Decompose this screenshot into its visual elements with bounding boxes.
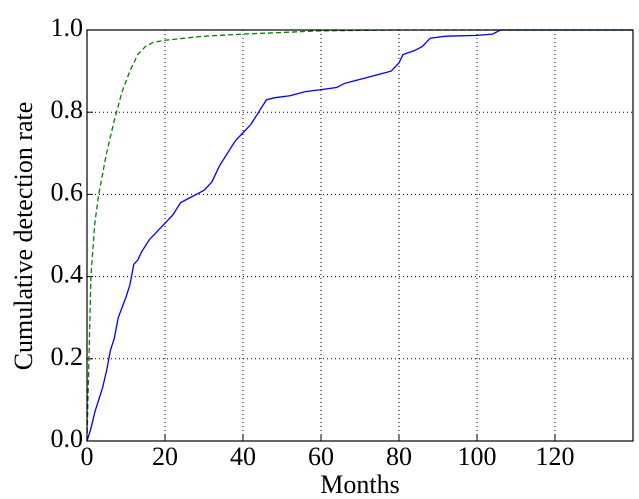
x-tick-label: 120 xyxy=(536,442,575,471)
data-line xyxy=(86,29,633,442)
y-tick-label: 0.6 xyxy=(51,177,84,206)
x-tick-label: 0 xyxy=(81,442,94,471)
x-tick-label: 60 xyxy=(308,442,334,471)
y-tick-label: 1.0 xyxy=(51,13,84,42)
x-tick-label: 40 xyxy=(230,442,256,471)
x-tick-label: 100 xyxy=(458,442,497,471)
y-tick-label: 0.8 xyxy=(51,95,84,124)
y-axis-label: Cumulative detection rate xyxy=(9,102,38,371)
y-tick-label: 0.4 xyxy=(51,260,84,289)
y-tick-label: 0.0 xyxy=(51,424,84,453)
y-tick-label: 0.2 xyxy=(51,342,84,371)
x-axis-label: Months xyxy=(320,470,399,499)
x-tick-label: 20 xyxy=(152,442,178,471)
x-tick-label: 80 xyxy=(386,442,412,471)
plot-frame xyxy=(86,29,634,442)
data-line xyxy=(86,29,633,442)
